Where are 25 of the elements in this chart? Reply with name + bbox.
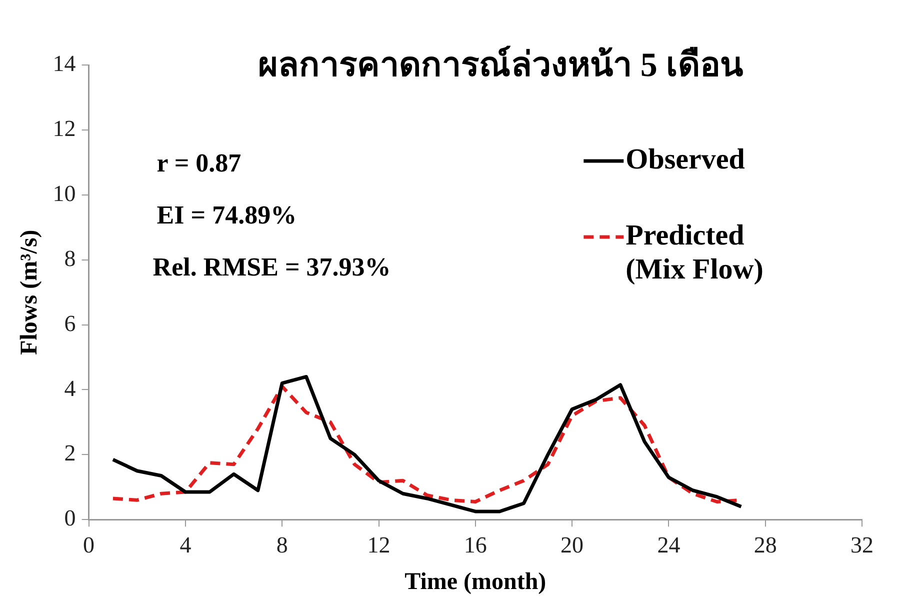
legend-label: Predicted (Mix Flow): [626, 219, 764, 286]
annotation: EI = 74.89%: [156, 200, 297, 230]
x-tick-label: 0: [83, 532, 95, 558]
y-tick-label: 2: [64, 440, 76, 466]
x-tick-label: 32: [850, 532, 874, 558]
x-tick-label: 4: [180, 532, 192, 558]
chart-title: ผลการคาดการณ์ล่วงหน้า 5 เดือน: [258, 44, 743, 84]
y-tick-label: 14: [52, 51, 76, 76]
legend-label: Observed: [626, 143, 745, 176]
y-tick-label: 12: [52, 116, 76, 141]
y-tick-label: 0: [64, 506, 76, 531]
y-axis-title: Flows (m³/s): [16, 230, 43, 355]
y-tick-label: 6: [64, 310, 76, 336]
x-tick-label: 28: [754, 532, 777, 558]
y-tick-label: 8: [64, 246, 76, 271]
x-tick-label: 12: [367, 532, 390, 558]
x-tick-label: 20: [560, 532, 584, 558]
annotation: r = 0.87: [156, 148, 242, 178]
x-axis-title: Time (month): [404, 568, 546, 595]
x-tick-label: 8: [276, 532, 288, 558]
y-tick-label: 4: [64, 376, 76, 401]
x-tick-label: 24: [657, 532, 681, 558]
x-tick-label: 16: [464, 532, 487, 558]
y-tick-label: 10: [52, 180, 76, 206]
annotation: Rel. RMSE = 37.93%: [152, 252, 391, 282]
